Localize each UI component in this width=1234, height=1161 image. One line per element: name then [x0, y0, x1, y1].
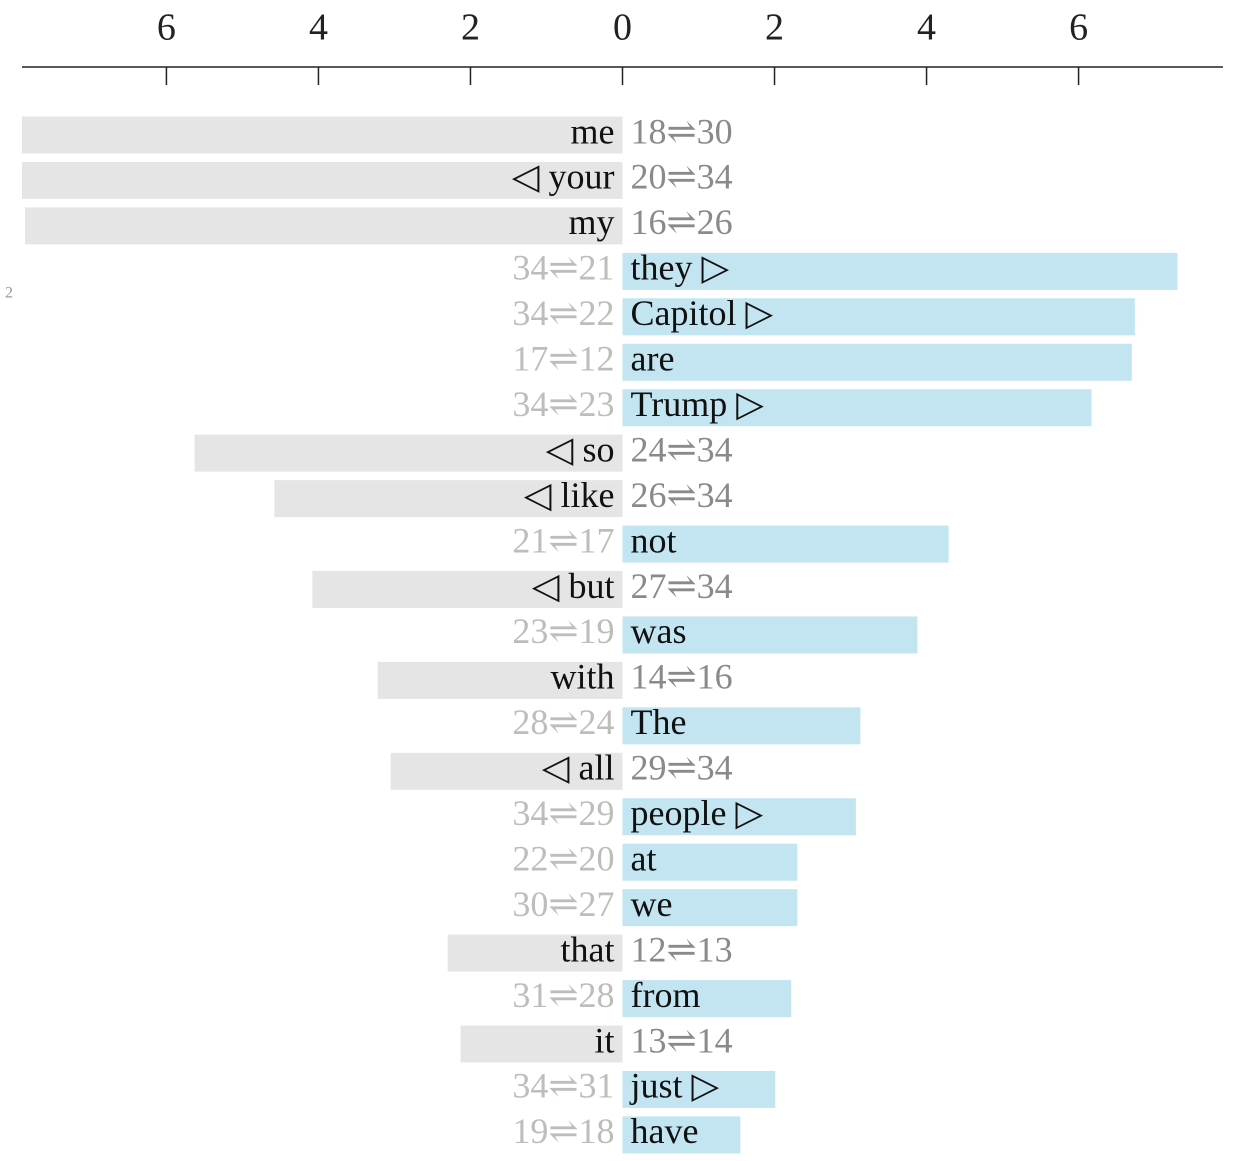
bar-word: ◁ all [542, 748, 615, 788]
pair-label: 14⇌16 [631, 657, 733, 697]
pair-label: 19⇌18 [512, 1111, 614, 1151]
x-tick-label: 4 [917, 7, 936, 49]
pair-label: 13⇌14 [631, 1020, 733, 1060]
pair-label: 18⇌30 [631, 111, 733, 151]
x-tick-label: 6 [157, 7, 176, 49]
pair-label: 29⇌34 [631, 748, 733, 788]
pair-label: 21⇌17 [512, 520, 614, 560]
pair-label: 34⇌22 [512, 293, 614, 333]
pair-label: 16⇌26 [631, 202, 733, 242]
bar [622, 343, 1132, 381]
bar-word: are [631, 339, 675, 379]
x-tick-label: 0 [613, 7, 632, 49]
bar-word: my [568, 202, 614, 242]
x-tick-label: 4 [309, 7, 328, 49]
bar [622, 1116, 741, 1154]
bar [22, 116, 623, 154]
bar [274, 480, 623, 518]
bar-word: people ▷ [631, 793, 764, 833]
bar [622, 298, 1135, 336]
pair-label: 27⇌34 [631, 566, 733, 606]
bar-word: Trump ▷ [631, 384, 765, 424]
bar-word: ◁ like [524, 475, 615, 515]
pair-label: 23⇌19 [512, 611, 614, 651]
bar-word: just ▷ [629, 1066, 720, 1106]
bar [622, 889, 798, 927]
bar-word: from [631, 975, 701, 1015]
bar [622, 980, 792, 1018]
annotation: 2 [5, 285, 13, 302]
bar [447, 934, 623, 972]
bar-word: we [631, 884, 673, 924]
pair-label: 17⇌12 [512, 339, 614, 379]
x-tick-label: 6 [1069, 7, 1088, 49]
bar-word: they ▷ [631, 248, 730, 288]
bar-word: Capitol ▷ [631, 293, 774, 333]
bar [25, 207, 623, 245]
pair-label: 20⇌34 [631, 157, 733, 197]
bar-word: The [631, 702, 687, 742]
bar [377, 661, 623, 699]
bar [622, 1070, 776, 1108]
bar-word: me [571, 111, 615, 151]
pair-label: 24⇌34 [631, 429, 733, 469]
bar-word: it [594, 1020, 614, 1060]
x-tick-label: 2 [461, 7, 480, 49]
bar [622, 616, 918, 654]
pair-label: 34⇌21 [512, 248, 614, 288]
bar-word: at [631, 838, 657, 878]
pair-label: 22⇌20 [512, 838, 614, 878]
bar [622, 252, 1178, 290]
bar-word: ◁ so [546, 429, 615, 469]
bar-word: ◁ your [512, 157, 615, 197]
bar [622, 798, 856, 836]
bar [622, 843, 798, 881]
pair-label: 28⇌24 [512, 702, 614, 742]
bar [390, 752, 623, 790]
x-tick-label: 2 [765, 7, 784, 49]
bar [312, 571, 623, 608]
bar [22, 161, 623, 199]
bar-word: not [631, 520, 677, 560]
bar-word: have [631, 1111, 699, 1151]
pair-label: 34⇌31 [512, 1066, 614, 1106]
pair-label: 26⇌34 [631, 475, 733, 515]
bar-word: that [561, 929, 615, 969]
bar-word: was [631, 611, 687, 651]
pair-label: 31⇌28 [512, 975, 614, 1015]
pair-label: 30⇌27 [512, 884, 614, 924]
pair-label: 34⇌29 [512, 793, 614, 833]
pair-label: 34⇌23 [512, 384, 614, 424]
bar [460, 1025, 623, 1063]
bar [194, 434, 623, 472]
pair-label: 12⇌13 [631, 929, 733, 969]
bar [622, 389, 1092, 427]
bar [622, 707, 861, 745]
bar-word: ◁ but [532, 566, 615, 606]
bar [622, 525, 949, 563]
bar-word: with [550, 657, 614, 697]
